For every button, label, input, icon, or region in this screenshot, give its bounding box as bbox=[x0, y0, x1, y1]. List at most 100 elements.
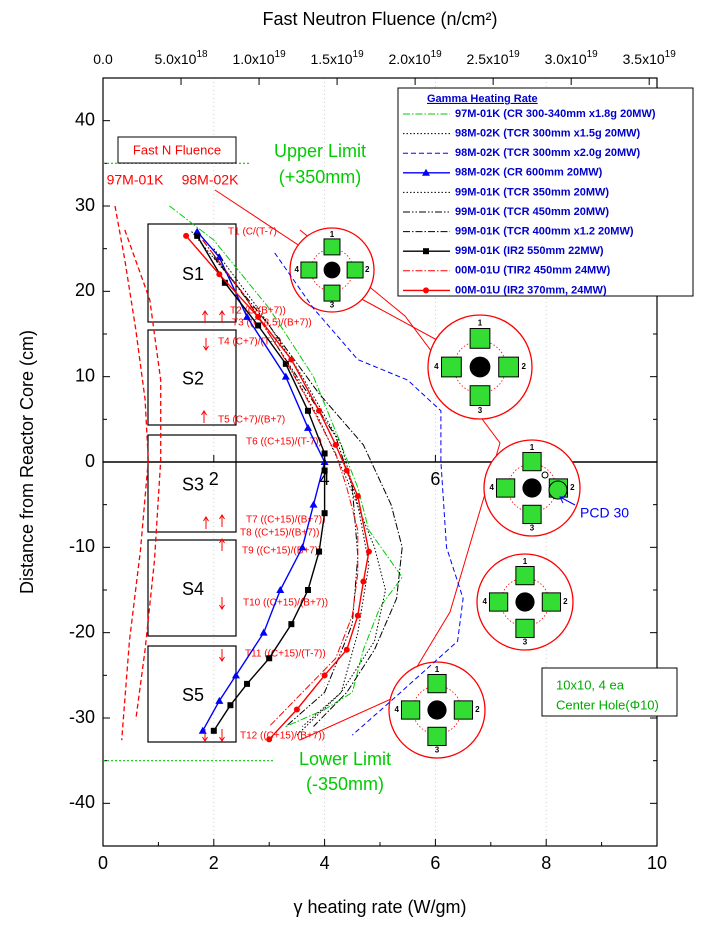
marker bbox=[322, 468, 328, 474]
diagram-number: 3 bbox=[523, 637, 528, 646]
specimen bbox=[401, 701, 419, 719]
specimen bbox=[454, 701, 472, 719]
diagram-number: 1 bbox=[478, 318, 483, 327]
diagram-number: 3 bbox=[330, 300, 335, 309]
x2-tick-exponent: 18 bbox=[196, 49, 208, 60]
x-axis-label: γ heating rate (W/gm) bbox=[293, 897, 466, 917]
x2-tick-base: 1.5x10 bbox=[310, 51, 352, 67]
specimen bbox=[324, 285, 340, 301]
marker bbox=[322, 672, 328, 678]
legend-label: 97M-01K (CR 300-340mm x1.8g 20MW) bbox=[455, 108, 656, 120]
marker bbox=[366, 549, 372, 555]
marker bbox=[322, 510, 328, 516]
legend-label: 99M-01K (IR2 550mm 22MW) bbox=[455, 245, 604, 257]
specimen bbox=[496, 479, 514, 497]
x2-axis-label: Fast Neutron Fluence (n/cm²) bbox=[262, 9, 497, 29]
marker bbox=[255, 314, 261, 320]
x2-tick-base: 3.5x10 bbox=[623, 51, 665, 67]
legend-marker bbox=[423, 248, 429, 254]
diagram-number: 1 bbox=[330, 230, 335, 239]
marker bbox=[316, 549, 322, 555]
marker bbox=[266, 655, 272, 661]
chart: Fast Neutron Fluence (n/cm²) γ heating r… bbox=[0, 0, 720, 934]
diagram-number: 4 bbox=[394, 705, 399, 714]
diagram-number: 1 bbox=[530, 443, 535, 452]
marker bbox=[305, 408, 311, 414]
x-tick-label: 10 bbox=[647, 853, 667, 873]
legend-label: 98M-02K (CR 600mm 20MW) bbox=[455, 167, 603, 179]
x2-tick-exponent: 19 bbox=[431, 49, 443, 60]
position-label: T6 ((C+15)/(T-7)) bbox=[246, 437, 322, 448]
x2-tick-base: 5.0x10 bbox=[154, 51, 196, 67]
note-text: 10x10, 4 ea bbox=[556, 677, 625, 692]
x2-tick-exponent: 19 bbox=[353, 49, 365, 60]
diagram-number: 4 bbox=[489, 483, 494, 492]
legend-label: 99M-01K (TCR 400mm x1.2 20MW) bbox=[455, 226, 634, 238]
y-tick-label: 40 bbox=[75, 109, 95, 129]
y-tick-label: 10 bbox=[75, 365, 95, 385]
center-hole bbox=[324, 262, 341, 279]
sample-label: S3 bbox=[182, 474, 204, 494]
position-label: T10 ((C+15)/(B+7)) bbox=[243, 598, 328, 609]
legend-label: 99M-01K (TCR 450mm 20MW) bbox=[455, 206, 609, 218]
diagram-number: 2 bbox=[475, 705, 480, 714]
limit-sublabel: (+350mm) bbox=[279, 167, 362, 187]
marker bbox=[266, 736, 272, 742]
sample-label: S1 bbox=[182, 264, 204, 284]
marker bbox=[244, 681, 250, 687]
diagram-number: 4 bbox=[434, 362, 439, 371]
pcd-label: PCD 30 bbox=[580, 505, 629, 521]
specimen bbox=[470, 329, 490, 349]
diagram-number: 2 bbox=[521, 362, 526, 371]
legend-title: Gamma Heating Rate bbox=[427, 93, 538, 105]
y-tick-label: -20 bbox=[69, 621, 95, 641]
position-label: T9 ((C+15)/(B+7)) bbox=[242, 546, 321, 557]
marker bbox=[288, 621, 294, 627]
specimen bbox=[428, 674, 446, 692]
x2-tick-base: 2.0x10 bbox=[389, 51, 431, 67]
center-hole bbox=[427, 700, 446, 719]
diagram-number: 3 bbox=[478, 406, 483, 415]
marker bbox=[344, 647, 350, 653]
sample-label: S2 bbox=[182, 368, 204, 388]
specimen bbox=[523, 452, 541, 470]
limit-label: Upper Limit bbox=[274, 141, 366, 161]
x2-tick-exponent: 19 bbox=[509, 49, 521, 60]
position-label: T1 (C/(T-7) bbox=[228, 227, 277, 238]
marker bbox=[227, 702, 233, 708]
y-tick-label: 20 bbox=[75, 280, 95, 300]
legend-label: 00M-01U (TIR2 450mm 24MW) bbox=[455, 265, 611, 277]
marker bbox=[288, 357, 294, 363]
sample-label: S5 bbox=[182, 685, 204, 705]
specimen bbox=[428, 727, 446, 745]
marker bbox=[294, 706, 300, 712]
marker bbox=[305, 587, 311, 593]
marker bbox=[194, 233, 200, 239]
legend-label: 98M-02K (TCR 300mm x1.5g 20MW) bbox=[455, 128, 641, 140]
specimen bbox=[442, 357, 462, 377]
marker bbox=[183, 233, 189, 239]
limit-sublabel: (-350mm) bbox=[306, 774, 384, 794]
pcd-hole bbox=[542, 472, 548, 478]
legend-marker bbox=[423, 287, 429, 293]
y-tick-label: -40 bbox=[69, 792, 95, 812]
y-tick-label: -30 bbox=[69, 707, 95, 727]
diagram-number: 1 bbox=[435, 665, 440, 674]
diagram-number: 2 bbox=[570, 483, 575, 492]
y-axis-label: Distance from Reactor Core (cm) bbox=[17, 330, 37, 594]
marker bbox=[322, 450, 328, 456]
specimen bbox=[470, 386, 490, 406]
specimen bbox=[347, 262, 363, 278]
center-hole bbox=[515, 592, 534, 611]
marker bbox=[333, 442, 339, 448]
legend-label: 99M-01K (TCR 350mm 20MW) bbox=[455, 186, 609, 198]
specimen bbox=[499, 357, 519, 377]
legend-label: 00M-01U (IR2 370mm, 24MW) bbox=[455, 284, 607, 296]
diagram-number: 2 bbox=[365, 265, 370, 274]
center-tick-label: 2 bbox=[209, 469, 219, 489]
marker bbox=[316, 408, 322, 414]
specimen bbox=[516, 566, 534, 584]
x2-tick-label: 0.0 bbox=[93, 51, 113, 67]
y-tick-label: -10 bbox=[69, 536, 95, 556]
x-tick-label: 2 bbox=[209, 853, 219, 873]
